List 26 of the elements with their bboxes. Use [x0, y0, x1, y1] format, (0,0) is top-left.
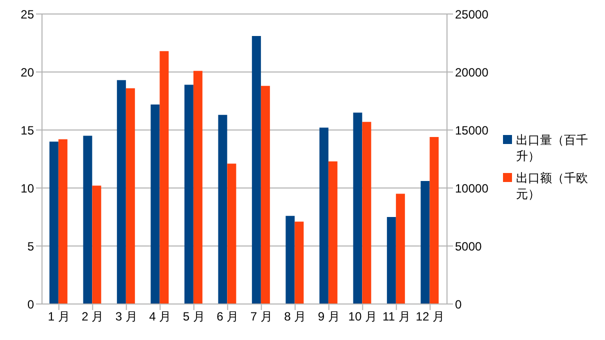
x-tick-label: 4 月: [149, 310, 172, 324]
legend-label: 出口量（百千升）: [516, 132, 589, 164]
y-tick-label: 5: [27, 239, 34, 254]
y-tick-label: 15: [20, 123, 34, 138]
x-tick-label: 7 月: [250, 310, 272, 324]
x-tick-label: 8 月: [284, 310, 306, 324]
y-tick-label: 20: [20, 65, 34, 80]
y-tick-label: 10: [20, 181, 34, 196]
x-tick-label: 1 月: [48, 310, 70, 324]
y-tick-label: 0: [27, 297, 34, 312]
x-tick-label: 3 月: [115, 310, 138, 324]
y2-tick-label: 15000: [455, 123, 489, 138]
x-tick-label: 9 月: [318, 310, 340, 324]
y2-tick-label: 20000: [455, 65, 489, 80]
legend-label: 出口额（千欧元）: [516, 170, 589, 202]
x-tick-label: 6 月: [216, 310, 239, 324]
y-tick-label: 25: [20, 7, 34, 22]
x-tick-label: 2 月: [82, 310, 104, 324]
y2-tick-label: 25000: [455, 7, 489, 22]
x-tick-label: 5 月: [182, 310, 205, 324]
y2-tick-label: 10000: [455, 181, 489, 196]
x-tick-label: 11 月: [382, 310, 410, 324]
y2-tick-label: 5000: [455, 239, 482, 254]
y2-tick-label: 0: [455, 297, 462, 312]
x-tick-label: 12 月: [416, 310, 444, 324]
x-tick-label: 10 月: [348, 310, 377, 324]
